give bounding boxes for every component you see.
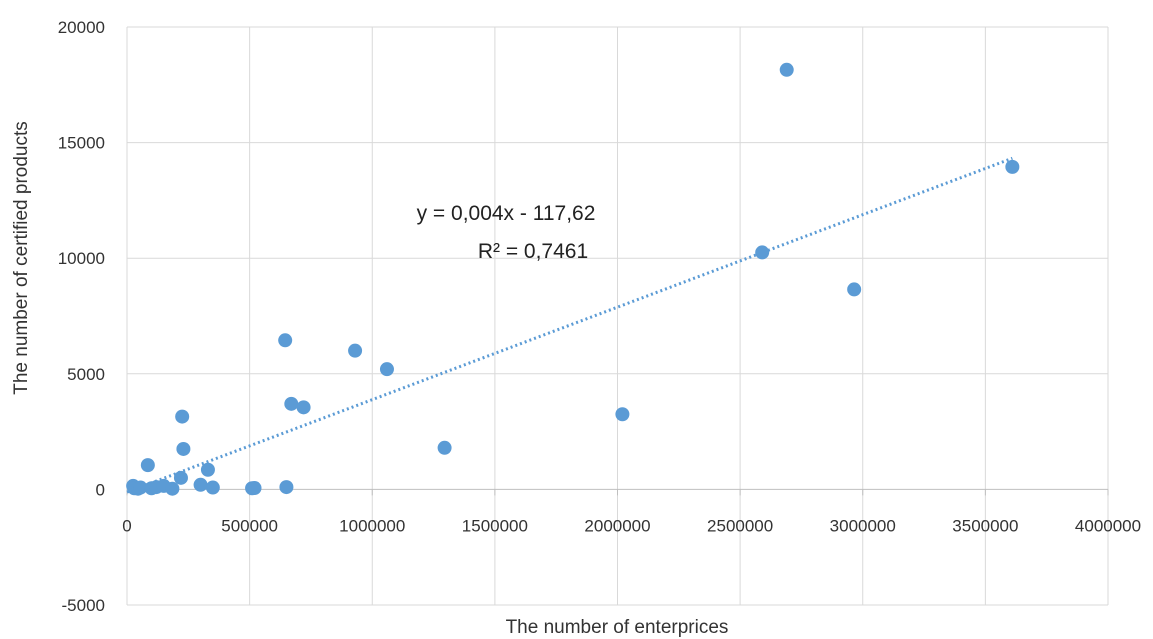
data-point bbox=[165, 481, 180, 496]
data-point bbox=[755, 245, 770, 260]
data-point bbox=[348, 343, 363, 358]
r-squared-label: R² = 0,7461 bbox=[478, 240, 588, 263]
data-point bbox=[247, 481, 262, 496]
data-point bbox=[133, 480, 148, 495]
data-point bbox=[193, 477, 208, 492]
x-tick-label: 2000000 bbox=[584, 516, 650, 535]
data-point bbox=[284, 396, 299, 411]
trendline-equation: y = 0,004x - 117,62 bbox=[417, 202, 596, 225]
x-tick-labels: 0 500000 1000000 1500000 2000000 2500000 30000… bbox=[122, 516, 1141, 535]
y-axis-title: The number of certified products bbox=[11, 121, 32, 395]
y-tick-label: 0 bbox=[96, 480, 105, 499]
y-tick-label: 5000 bbox=[67, 365, 105, 384]
x-tick-label: 3500000 bbox=[952, 516, 1018, 535]
data-point bbox=[296, 400, 311, 415]
data-points bbox=[126, 62, 1020, 496]
x-tick-label: 1500000 bbox=[462, 516, 528, 535]
data-point bbox=[779, 62, 794, 77]
y-tick-labels: -5000 0 5000 10000 15000 20000 bbox=[58, 18, 105, 615]
data-point bbox=[379, 362, 394, 377]
data-point bbox=[200, 462, 215, 477]
data-point bbox=[173, 470, 188, 485]
data-point bbox=[176, 441, 191, 456]
data-point bbox=[140, 458, 155, 473]
y-tick-label: -5000 bbox=[62, 596, 105, 615]
data-point bbox=[615, 407, 630, 422]
x-tick-label: 3000000 bbox=[830, 516, 896, 535]
x-axis-title: The number of enterprices bbox=[506, 617, 729, 638]
data-point bbox=[279, 480, 294, 495]
x-tick-label: 500000 bbox=[221, 516, 278, 535]
y-tick-label: 10000 bbox=[58, 249, 105, 268]
data-point bbox=[278, 333, 293, 348]
data-point bbox=[1005, 159, 1020, 174]
y-tick-label: 15000 bbox=[58, 134, 105, 153]
x-tick-label: 4000000 bbox=[1075, 516, 1141, 535]
x-tick-label: 2500000 bbox=[707, 516, 773, 535]
x-tick-label: 0 bbox=[122, 516, 131, 535]
data-point bbox=[175, 409, 190, 424]
y-tick-label: 20000 bbox=[58, 18, 105, 37]
data-point bbox=[437, 440, 452, 455]
data-point bbox=[205, 480, 220, 495]
x-tick-label: 1000000 bbox=[339, 516, 405, 535]
data-point bbox=[847, 282, 862, 297]
